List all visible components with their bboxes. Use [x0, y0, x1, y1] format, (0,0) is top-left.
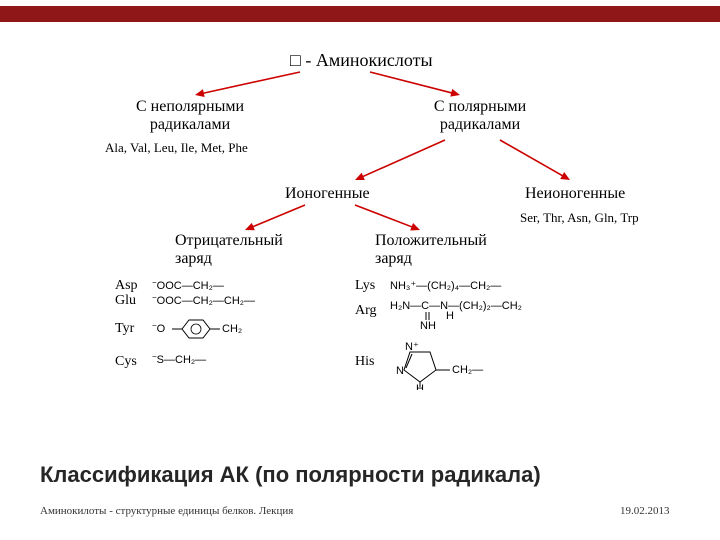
- footer-right: 19.02.2013: [620, 505, 670, 517]
- footer-left: Аминокилоты - структурные единицы белков…: [40, 505, 293, 517]
- page-title: Классификация АК (по полярности радикала…: [40, 462, 541, 488]
- arrows: [0, 0, 720, 540]
